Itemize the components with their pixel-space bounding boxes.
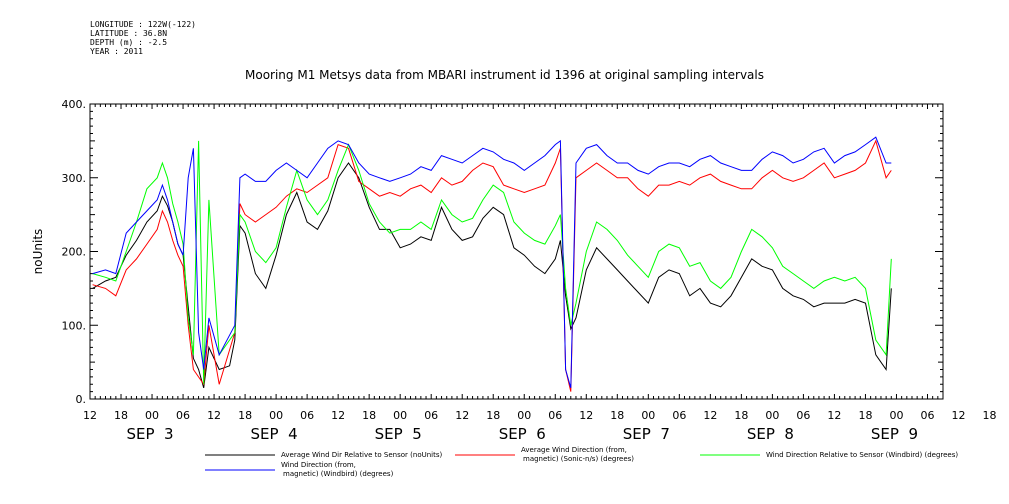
series-line-4 [92,136,892,389]
y-tick-label: 300. [62,172,87,185]
legend-label: Wind Direction Relative to Sensor (Windb… [766,451,958,459]
x-tick-label: 00 [269,409,283,422]
x-tick-label: 00 [641,409,655,422]
x-date-label: SEP 4 [251,425,298,443]
x-tick-label: 00 [517,409,531,422]
x-date-label: SEP 8 [747,425,794,443]
x-tick-label: 12 [331,409,345,422]
x-tick-label: 18 [983,409,997,422]
x-date-label: SEP 6 [499,425,546,443]
legend-label: magnetic) (Sonic-n/s) (degrees) [523,455,634,463]
y-tick-label: 200. [62,246,87,259]
x-date-label: SEP 9 [871,425,918,443]
x-tick-label: 00 [393,409,407,422]
x-tick-label: 12 [455,409,469,422]
x-tick-label: 12 [703,409,717,422]
series-line-3 [92,140,892,385]
legend-label: Average Wind Dir Relative to Sensor (noU… [281,451,442,459]
x-tick-label: 18 [610,409,624,422]
x-tick-label: 18 [362,409,376,422]
x-tick-label: 06 [796,409,810,422]
x-tick-label: 12 [952,409,966,422]
x-tick-label: 00 [889,409,903,422]
x-tick-label: 18 [858,409,872,422]
year-label: YEAR : 2011 [90,47,143,56]
x-tick-label: 18 [734,409,748,422]
y-tick-label: 100. [62,319,87,332]
x-tick-label: 18 [238,409,252,422]
x-tick-label: 00 [145,409,159,422]
x-tick-label: 12 [207,409,221,422]
y-axis-label: noUnits [31,229,45,275]
x-date-label: SEP 5 [375,425,422,443]
plot-frame [89,103,944,400]
x-tick-label: 06 [548,409,562,422]
legend-label: Wind Direction (from, [281,461,356,469]
x-tick-label: 00 [765,409,779,422]
latitude-label: LATITUDE : 36.8N [90,29,168,38]
x-date-label: SEP 3 [126,425,173,443]
chart-title: Mooring M1 Metsys data from MBARI instru… [245,68,764,82]
x-tick-label: 06 [176,409,190,422]
x-tick-label: 06 [920,409,934,422]
x-tick-label: 06 [672,409,686,422]
x-date-label: SEP 7 [623,425,670,443]
depth-label: DEPTH (m) : -2.5 [90,38,168,47]
x-tick-label: 12 [827,409,841,422]
y-tick-label: 400. [62,98,87,111]
longitude-label: LONGITUDE : 122W(-122) [90,20,196,29]
x-tick-label: 12 [83,409,97,422]
legend-label: magnetic) (Windbird) (degrees) [283,470,394,478]
metadata-block: LONGITUDE : 122W(-122) LATITUDE : 36.8N … [90,20,196,56]
legend-label: Average Wind Direction (from, [521,446,627,454]
x-tick-label: 12 [579,409,593,422]
series-line-1 [92,162,892,389]
x-tick-label: 06 [300,409,314,422]
x-tick-label: 18 [114,409,128,422]
y-tick-label: 0. [76,393,87,406]
x-tick-label: 06 [424,409,438,422]
x-tick-label: 18 [486,409,500,422]
